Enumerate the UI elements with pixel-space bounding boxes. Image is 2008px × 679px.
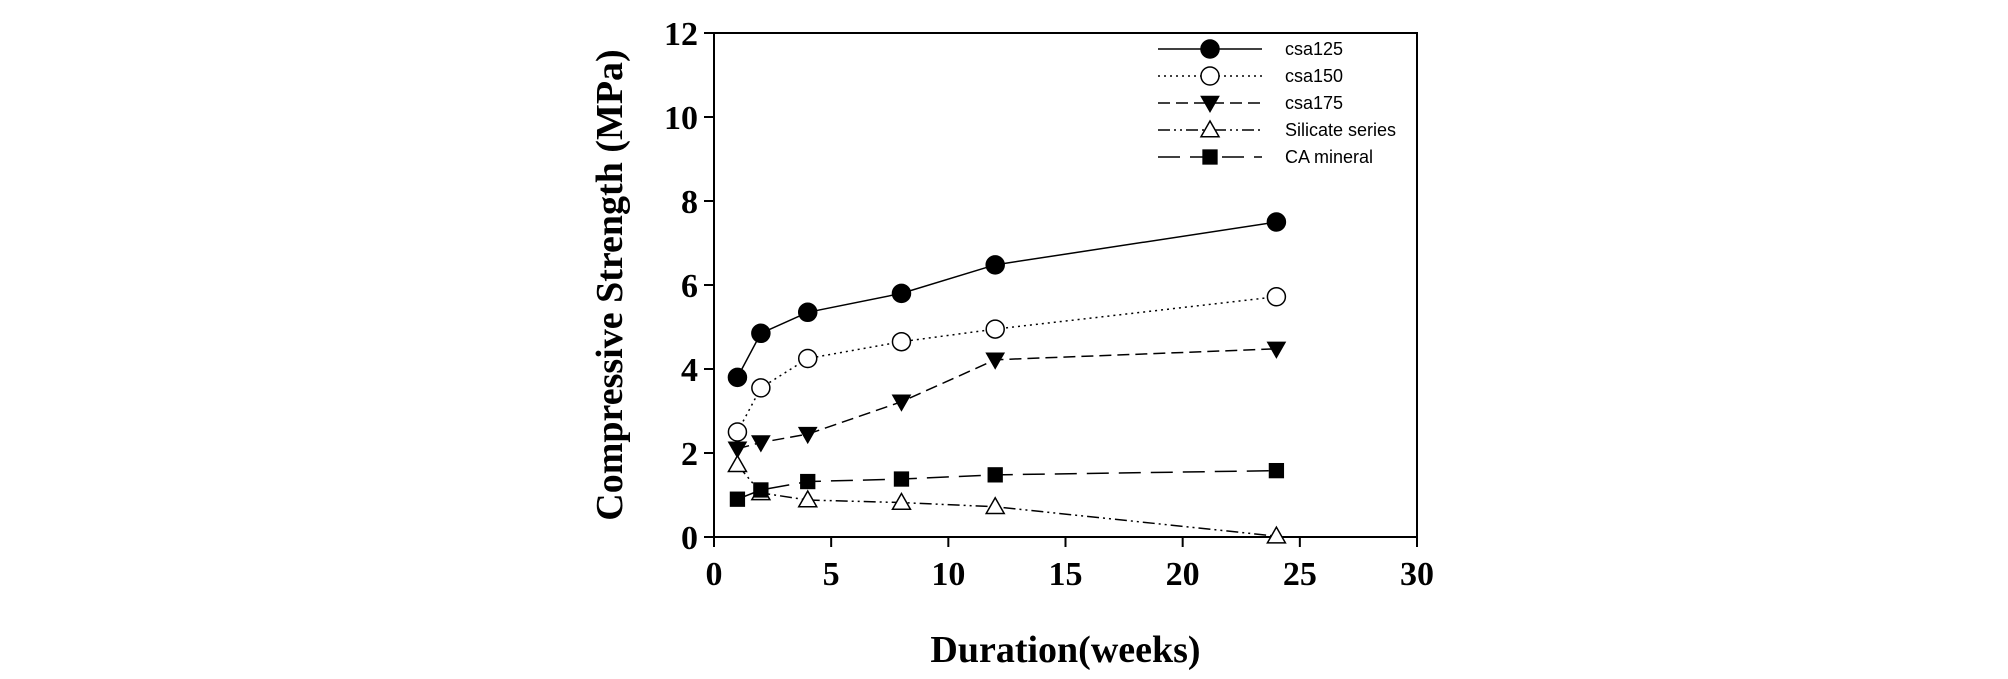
legend-item-1: csa150 [1158, 66, 1343, 86]
series-line [736, 464, 1277, 537]
data-point [797, 348, 818, 369]
legend-item-0: csa125 [1158, 39, 1343, 59]
x-axis-title: Duration(weeks) [930, 629, 1200, 671]
data-point [891, 394, 912, 412]
x-tick-label: 30 [1400, 556, 1434, 593]
data-point [1202, 149, 1218, 165]
legend-label: csa150 [1285, 66, 1343, 86]
legend-label: csa125 [1285, 39, 1343, 59]
legend-label: Silicate series [1285, 120, 1396, 140]
data-point [1266, 525, 1287, 544]
data-point [893, 471, 910, 487]
data-point [985, 255, 1005, 275]
series-line [736, 221, 1277, 378]
legend-label: CA mineral [1285, 147, 1373, 167]
data-point [751, 435, 771, 453]
series-layer [727, 212, 1287, 544]
data-point [891, 492, 912, 511]
data-point [797, 426, 818, 445]
data-point [727, 422, 748, 442]
data-point [891, 331, 912, 352]
data-point [1200, 66, 1220, 86]
data-point [753, 482, 769, 498]
data-point [727, 367, 748, 388]
data-point [1200, 39, 1220, 59]
x-tick-label: 20 [1166, 556, 1200, 593]
data-point [751, 378, 771, 398]
data-point [729, 491, 746, 507]
data-point [797, 302, 818, 323]
x-tick-label: 15 [1049, 556, 1083, 593]
legend: csa125 csa150 csa175 Silicate series CA mine… [1158, 39, 1396, 167]
series-0 [727, 212, 1287, 388]
y-tick-label: 6 [681, 268, 698, 305]
data-point [1266, 287, 1287, 307]
series-4 [729, 462, 1285, 507]
x-tick-label: 0 [706, 556, 723, 593]
data-point [797, 489, 819, 508]
data-point [751, 323, 771, 344]
data-point [1200, 95, 1220, 114]
data-point [1268, 462, 1285, 479]
series-3 [727, 454, 1287, 544]
data-point [984, 496, 1006, 515]
legend-item-3: Silicate series [1158, 119, 1396, 140]
data-point [1266, 212, 1287, 232]
y-tick-label: 0 [681, 520, 698, 557]
data-point [891, 283, 912, 304]
series-line [737, 469, 1277, 500]
series-2 [727, 341, 1287, 459]
x-tick-label: 10 [931, 556, 965, 593]
series-line [736, 296, 1277, 433]
y-axis-title: Compressive Strength (MPa) [589, 49, 631, 520]
data-point [727, 454, 748, 473]
data-point [727, 441, 748, 459]
axes: 0 5 10 15 20 25 30 0 2 4 6 8 10 12 [664, 16, 1434, 593]
data-point [1266, 341, 1287, 359]
legend-label: csa175 [1285, 93, 1343, 113]
series-line [737, 348, 1277, 450]
y-tick-label: 8 [681, 184, 698, 221]
series-1 [727, 287, 1287, 442]
y-tick-label: 10 [664, 100, 698, 137]
y-tick-label: 12 [664, 16, 698, 53]
data-point [800, 473, 816, 490]
x-tick-label: 5 [823, 556, 840, 593]
y-tick-label: 4 [681, 352, 698, 389]
data-point [1199, 119, 1221, 138]
data-point [985, 352, 1006, 370]
data-point [987, 467, 1003, 483]
legend-item-2: csa175 [1158, 93, 1343, 114]
x-tick-label: 25 [1283, 556, 1317, 593]
data-point [985, 319, 1005, 339]
y-tick-label: 2 [681, 436, 698, 473]
legend-item-4: CA mineral [1158, 147, 1373, 167]
